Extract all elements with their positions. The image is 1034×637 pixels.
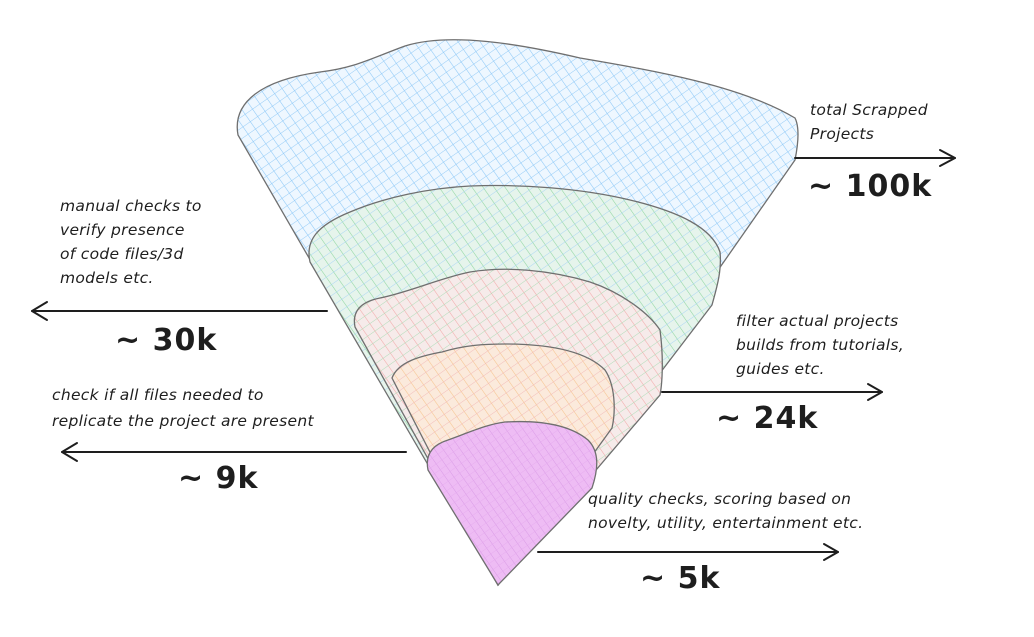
arrow-manual: [31, 301, 328, 321]
stage-filter-count: ~ 24k: [716, 401, 818, 436]
stage-check-count: ~ 9k: [178, 461, 258, 496]
stage-check-label: check if all files needed to replicate t…: [52, 386, 314, 430]
arrow-total: [794, 149, 956, 167]
stage-filter-label: filter actual projects builds from tutor…: [736, 312, 909, 378]
stage-total-count: ~ 100k: [808, 169, 932, 204]
stage-quality-count: ~ 5k: [640, 561, 720, 596]
stage-total-label: total Scrapped Projects: [810, 101, 933, 143]
funnel-layer-quality: [426, 420, 598, 587]
arrow-check: [61, 442, 407, 462]
arrow-quality: [537, 543, 839, 561]
stage-manual-count: ~ 30k: [115, 323, 217, 358]
stage-manual-label: manual checks to verify presence of code…: [60, 197, 207, 287]
stage-quality-label: quality checks, scoring based on novelty…: [588, 490, 863, 532]
arrow-filter: [661, 383, 883, 401]
